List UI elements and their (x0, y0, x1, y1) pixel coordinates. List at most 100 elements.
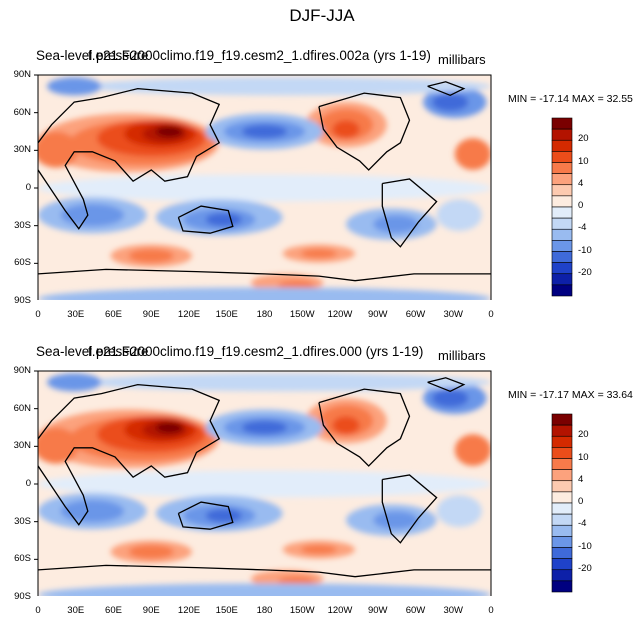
coastline (427, 81, 466, 97)
x-tick-label: 0 (488, 605, 494, 616)
colorbar-swatch (551, 251, 573, 263)
coastline (318, 388, 411, 467)
pressure-contour-region (38, 287, 491, 300)
pressure-contour-region (155, 421, 183, 434)
x-tick-label: 150W (289, 309, 315, 320)
x-tick-label: 180 (256, 309, 273, 320)
pressure-contour-region (38, 131, 79, 168)
colorbar-swatch (551, 217, 573, 230)
x-tick-label: 30E (67, 309, 85, 320)
colorbar-tick-label: -20 (578, 266, 592, 278)
coastline (177, 501, 234, 530)
colorbar-swatch (551, 128, 573, 141)
colorbar-tick-label: -20 (578, 562, 592, 574)
sea-level-pressure-map (34, 370, 573, 596)
colorbar-swatch (551, 580, 573, 593)
panel-case-name: f.e21.F2000climo.f19_f19.cesm2_1.dfires.… (88, 48, 431, 63)
colorbar-swatch (551, 536, 573, 548)
pressure-contour-region (373, 215, 419, 234)
x-tick-label: 60W (405, 605, 426, 616)
x-tick-label: 120E (177, 605, 201, 616)
colorbar-tick-label: 10 (578, 155, 589, 167)
colorbar-swatch (551, 524, 573, 537)
pressure-contour-region (300, 249, 337, 259)
x-tick-label: 120E (177, 309, 201, 320)
coastline (381, 178, 438, 248)
pressure-contour-region (205, 212, 242, 227)
main-title: DJF-JJA (289, 6, 355, 25)
colorbar-swatch (551, 184, 573, 197)
coastline (38, 383, 221, 526)
colorbar-swatch (551, 139, 573, 152)
sea-level-pressure-map (34, 74, 573, 300)
colorbar-swatch (551, 502, 573, 515)
colorbar-tick-label: -10 (578, 540, 592, 552)
panel-units: millibars (438, 52, 486, 67)
pressure-contour-region (128, 545, 174, 559)
x-tick-label: 120W (327, 309, 353, 320)
y-tick-label: 90N (13, 69, 31, 80)
pressure-contour-region (83, 77, 491, 96)
pressure-contour-region (241, 124, 288, 139)
coastline (318, 92, 411, 171)
pressure-contour-region (128, 249, 174, 263)
pressure-contour-region (155, 125, 183, 138)
colorbar-swatch (551, 240, 573, 252)
pressure-contour-region (47, 77, 102, 96)
coastline (381, 474, 438, 544)
min-max-label: MIN = -17.14 MAX = 32.55 (508, 93, 633, 105)
pressure-contour-region (432, 389, 469, 408)
colorbar-swatch (551, 284, 573, 297)
coastline (38, 87, 221, 230)
colorbar-tick-label: 4 (578, 177, 584, 189)
coastline (38, 564, 491, 578)
pressure-contour-region (278, 280, 315, 290)
pressure-contour-region (454, 434, 491, 466)
colorbar-swatch (551, 413, 573, 426)
x-tick-label: 60W (405, 309, 426, 320)
y-tick-label: 30N (13, 144, 31, 156)
pressure-contour-region (436, 199, 482, 231)
colorbar-swatch (551, 151, 573, 163)
pressure-contour-region (38, 583, 491, 596)
pressure-contour-region (60, 499, 125, 523)
x-tick-label: 150E (215, 605, 238, 616)
x-tick-label: 90E (142, 605, 160, 616)
x-tick-label: 30W (443, 605, 464, 616)
y-tick-label: 60S (14, 257, 31, 269)
x-tick-label: 0 (35, 309, 41, 320)
colorbar-swatch (551, 480, 573, 493)
y-tick-label: 60S (14, 553, 31, 565)
colorbar-tick-label: 4 (578, 473, 584, 485)
colorbar-swatch (551, 558, 573, 571)
x-tick-label: 90W (367, 605, 388, 616)
pressure-contour-region (241, 420, 288, 435)
colorbar-tick-label: 20 (578, 429, 589, 441)
x-tick-label: 180 (256, 605, 273, 616)
x-tick-label: 60E (105, 309, 122, 320)
colorbar-swatch (551, 569, 573, 582)
panel-title: Sea-level pressure (36, 48, 149, 63)
colorbar-swatch (551, 424, 573, 437)
x-tick-label: 120W (327, 605, 353, 616)
coastline (427, 377, 466, 393)
x-tick-label: 30E (67, 605, 85, 616)
y-tick-label: 0 (25, 182, 31, 193)
pressure-contour-region (454, 138, 491, 170)
pressure-contour-region (38, 174, 491, 202)
pressure-contour-region (436, 495, 482, 527)
x-tick-label: 30W (443, 309, 464, 320)
colorbar-swatch (551, 117, 573, 130)
colorbar-swatch (551, 547, 573, 559)
map-panel: Sea-level pressure f.e21.F2000climo.f19_f… (0, 0, 644, 320)
y-tick-label: 90N (13, 365, 31, 376)
colorbar-swatch (551, 447, 573, 459)
x-tick-label: 150E (215, 309, 238, 320)
colorbar-tick-label: 20 (578, 133, 589, 145)
pressure-contour-region (47, 373, 102, 392)
y-tick-label: 30S (14, 219, 31, 231)
pressure-contour-region (60, 203, 125, 227)
colorbar-swatch (551, 458, 573, 470)
panel-title: Sea-level pressure (36, 344, 149, 359)
pressure-contour-region (332, 416, 360, 435)
